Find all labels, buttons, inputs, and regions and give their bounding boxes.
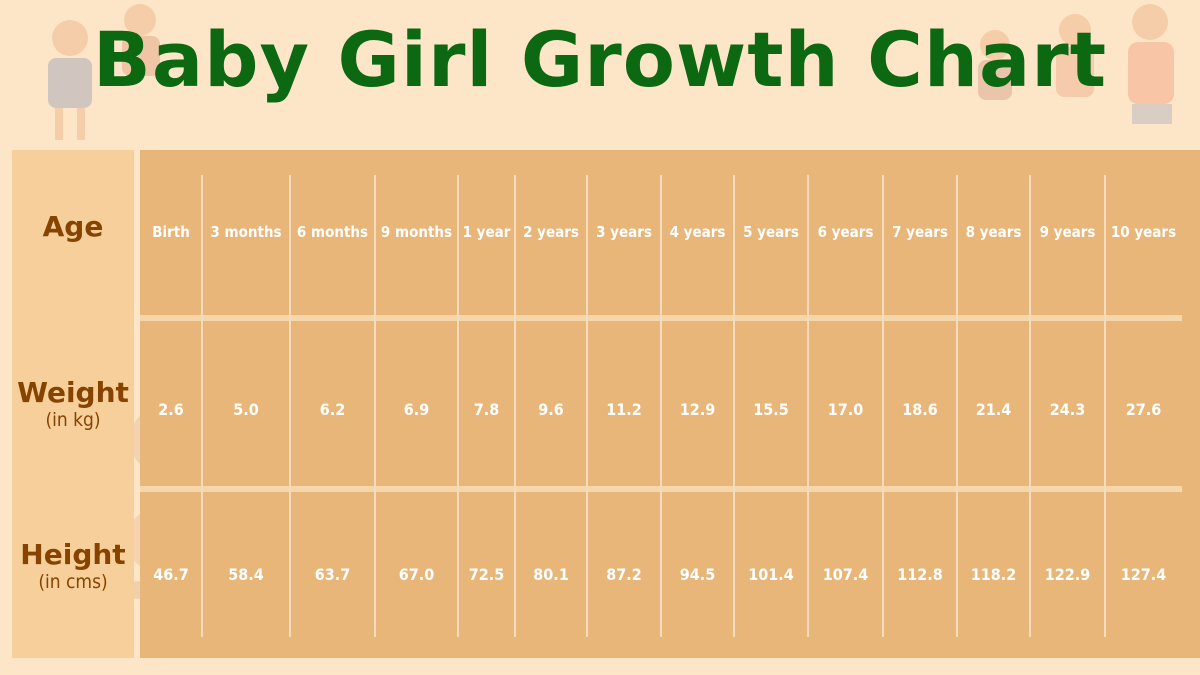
column-divider — [807, 175, 809, 637]
column-divider — [586, 175, 588, 637]
child-figure-icon — [1128, 4, 1174, 124]
age-header-cell: 8 years — [965, 223, 1022, 241]
weight-value-cell: 7.8 — [473, 399, 500, 419]
weight-value-cell: 15.5 — [753, 399, 789, 419]
weight-unit-label: (in kg) — [45, 408, 101, 431]
weight-value-cell: 27.6 — [1125, 399, 1162, 419]
age-header-cell: Birth — [152, 223, 190, 241]
child-figure-icon — [1056, 14, 1094, 97]
column-divider — [660, 175, 662, 637]
column-divider — [956, 175, 958, 637]
height-value-cell: 46.7 — [153, 564, 189, 584]
column-divider — [1029, 175, 1031, 637]
weight-value-cell: 5.0 — [233, 399, 259, 419]
growth-table — [140, 150, 1200, 658]
row-label-weight: Weight (in kg) — [12, 376, 134, 432]
age-header-cell: 10 years — [1110, 223, 1177, 241]
height-value-cell: 58.4 — [228, 564, 264, 584]
weight-value-cell: 12.9 — [679, 399, 716, 419]
weight-value-cell: 9.6 — [538, 399, 564, 419]
height-value-cell: 72.5 — [468, 564, 505, 584]
column-divider — [882, 175, 884, 637]
height-value-cell: 80.1 — [533, 564, 569, 584]
weight-value-cell: 2.6 — [158, 399, 184, 419]
weight-value-cell: 11.2 — [606, 399, 642, 419]
age-header-cell: 5 years — [743, 223, 799, 241]
column-divider — [1104, 175, 1106, 637]
row-label-age: Age — [12, 210, 134, 243]
height-unit-label: (in cms) — [38, 570, 108, 593]
column-divider — [733, 175, 735, 637]
height-value-cell: 127.4 — [1120, 564, 1167, 584]
age-header-cell: 3 months — [210, 223, 282, 241]
height-value-cell: 94.5 — [679, 564, 716, 584]
weight-value-cell: 21.4 — [975, 399, 1012, 419]
weight-label: Weight — [17, 376, 129, 409]
height-label: Height — [20, 538, 126, 571]
height-value-cell: 107.4 — [822, 564, 869, 584]
height-value-cell: 118.2 — [970, 564, 1017, 584]
age-label: Age — [42, 210, 104, 243]
row-label-column — [12, 150, 134, 658]
age-header-cell: 2 years — [523, 223, 579, 241]
height-value-cell: 87.2 — [606, 564, 642, 584]
height-value-cell: 63.7 — [314, 564, 351, 584]
child-figure-icon — [978, 30, 1012, 100]
column-divider — [374, 175, 376, 637]
age-header-cell: 1 year — [462, 223, 511, 241]
weight-value-cell: 18.6 — [902, 399, 938, 419]
column-divider — [457, 175, 459, 637]
age-header-cell: 6 years — [817, 223, 874, 241]
age-header-cell: 9 years — [1039, 223, 1096, 241]
weight-value-cell: 24.3 — [1049, 399, 1086, 419]
column-divider — [289, 175, 291, 637]
page-title: Baby Girl Growth Chart — [92, 15, 1108, 104]
column-divider — [514, 175, 516, 637]
height-value-cell: 112.8 — [897, 564, 943, 584]
child-figure-icon — [122, 4, 160, 76]
age-header-cell: 9 months — [380, 223, 453, 241]
weight-value-cell: 6.9 — [403, 399, 430, 419]
height-value-cell: 67.0 — [398, 564, 435, 584]
height-value-cell: 101.4 — [748, 564, 794, 584]
child-figure-icon — [48, 20, 92, 140]
column-divider — [201, 175, 203, 637]
age-header-cell: 7 years — [892, 223, 948, 241]
weight-value-cell: 17.0 — [827, 399, 864, 419]
age-header-cell: 4 years — [669, 223, 726, 241]
height-value-cell: 122.9 — [1044, 564, 1091, 584]
weight-value-cell: 6.2 — [319, 399, 346, 419]
row-label-height: Height (in cms) — [12, 538, 134, 594]
age-header-cell: 3 years — [596, 223, 652, 241]
age-header-cell: 6 months — [296, 223, 369, 241]
